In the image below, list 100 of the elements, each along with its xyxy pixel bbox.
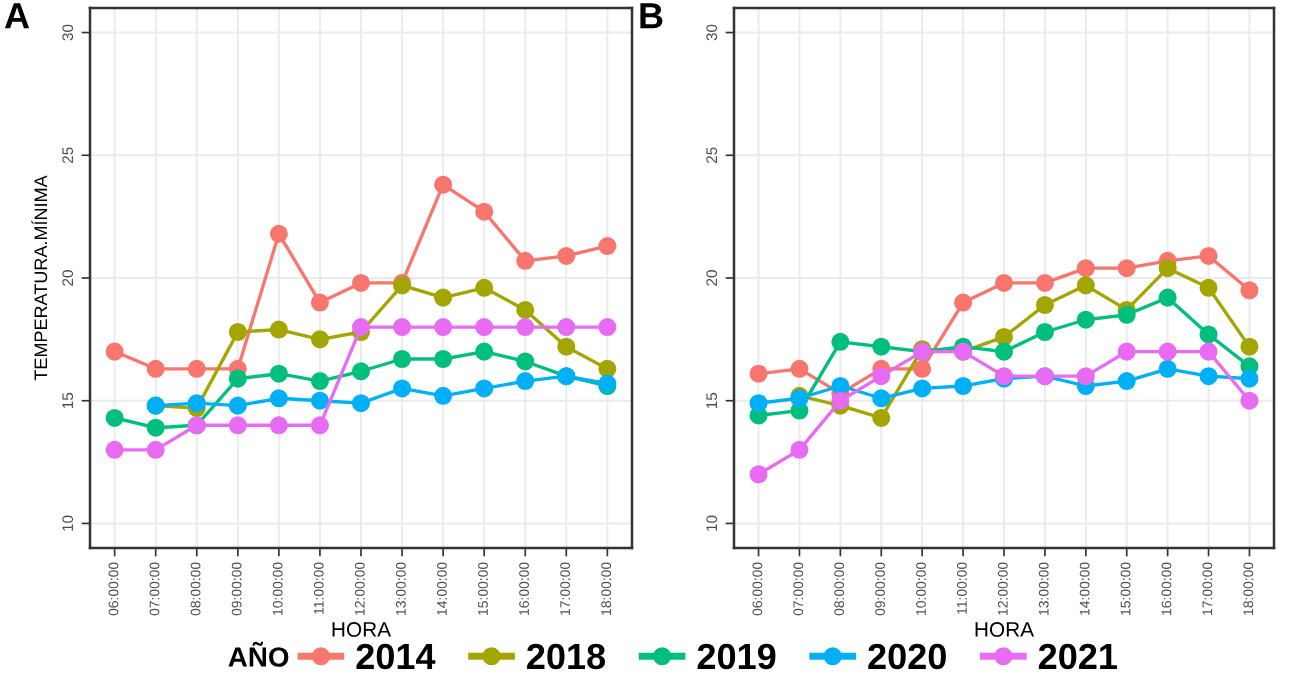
point: [749, 465, 768, 484]
point: [475, 318, 494, 337]
point: [598, 359, 617, 378]
point: [831, 391, 850, 410]
point: [310, 330, 329, 349]
point: [872, 337, 891, 356]
point: [1035, 273, 1054, 292]
point: [1158, 342, 1177, 361]
point: [557, 246, 576, 265]
point: [872, 367, 891, 386]
point: [393, 379, 412, 398]
point: [1199, 278, 1218, 297]
point: [516, 318, 535, 337]
point: [434, 349, 453, 369]
point: [105, 440, 124, 459]
point: [790, 359, 809, 378]
point: [557, 337, 576, 356]
point: [1117, 259, 1136, 278]
point: [913, 379, 932, 398]
point: [1158, 359, 1177, 378]
point: [475, 278, 494, 297]
point: [269, 389, 288, 408]
point: [310, 391, 329, 410]
chart-title: B: [640, 3, 663, 29]
point: [1076, 259, 1095, 278]
point: [351, 318, 371, 337]
chart-title: A: [4, 3, 30, 29]
point: [475, 342, 494, 361]
point: [146, 359, 165, 378]
point: [1199, 367, 1218, 386]
point: [269, 416, 288, 435]
point: [146, 440, 165, 459]
point: [1035, 295, 1054, 315]
point: [749, 364, 768, 383]
point: [1035, 322, 1054, 342]
point: [269, 364, 288, 383]
point: [146, 418, 165, 437]
point: [790, 440, 809, 459]
point: [994, 342, 1014, 361]
point: [1158, 259, 1177, 278]
legend-label: 2019: [697, 643, 776, 670]
point: [1199, 246, 1218, 265]
point: [1240, 337, 1259, 356]
point: [228, 322, 247, 342]
point: [557, 318, 576, 337]
point: [351, 394, 371, 413]
point: [351, 273, 371, 292]
legend-label: 2021: [1038, 643, 1117, 670]
point: [831, 376, 850, 396]
point: [1117, 342, 1136, 361]
point: [1076, 276, 1095, 295]
point: [310, 293, 329, 312]
legend-label: 2020: [868, 643, 946, 670]
point: [105, 408, 124, 427]
point: [598, 237, 617, 256]
point: [994, 273, 1014, 292]
legend-label: 2018: [527, 643, 606, 670]
point: [749, 394, 768, 413]
point: [598, 318, 617, 337]
point: [516, 251, 535, 270]
x-axis-title: HORA: [975, 622, 1035, 637]
point: [954, 293, 973, 312]
point: [872, 408, 891, 427]
point: [475, 202, 494, 221]
point: [954, 376, 973, 396]
point: [913, 359, 932, 378]
point: [1117, 372, 1136, 391]
point: [1076, 367, 1095, 386]
point: [1158, 288, 1177, 307]
x-axis-title: HORA: [332, 622, 392, 637]
point: [434, 288, 453, 307]
point: [1240, 369, 1259, 388]
legend-label: 2014: [356, 643, 436, 670]
legend-title: AÑO: [228, 641, 289, 667]
point: [269, 320, 288, 339]
y-axis-title: TEMPERATURA.MÍNIMA: [31, 175, 48, 381]
point: [475, 379, 494, 398]
point: [516, 372, 535, 391]
point: [310, 372, 329, 391]
point: [228, 396, 247, 415]
point: [187, 359, 206, 378]
point: [1117, 305, 1136, 324]
point: [105, 342, 124, 361]
point: [393, 318, 412, 337]
point: [1199, 342, 1218, 361]
point: [994, 327, 1014, 346]
point: [1076, 310, 1095, 329]
point: [310, 416, 329, 435]
point: [516, 300, 535, 319]
point: [228, 416, 247, 435]
point: [434, 175, 453, 194]
point: [351, 362, 371, 381]
point: [872, 389, 891, 408]
point: [269, 224, 288, 243]
point: [393, 349, 412, 369]
point: [1240, 281, 1259, 300]
point: [831, 332, 850, 351]
point: [516, 352, 535, 371]
point: [1199, 325, 1218, 344]
point: [434, 318, 453, 337]
